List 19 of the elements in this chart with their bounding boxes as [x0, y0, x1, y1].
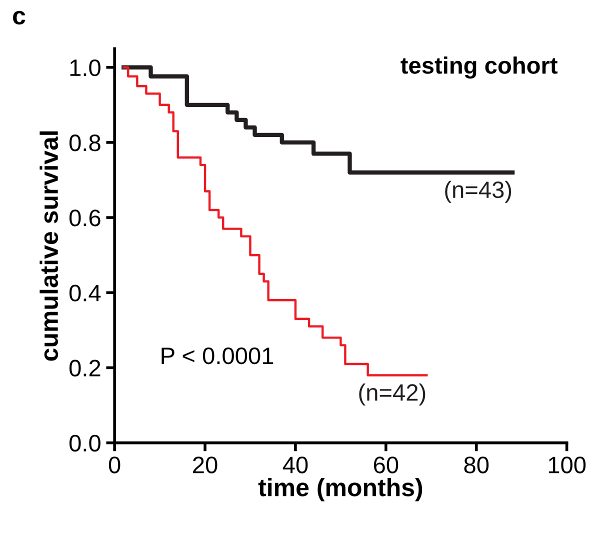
y-tick-label: 1.0 — [70, 59, 100, 76]
annotation: testing cohort — [400, 56, 558, 79]
x-tick-label: 100 — [548, 456, 586, 474]
x-axis-title: time (months) — [258, 478, 422, 502]
y-tick-label: 0.2 — [69, 360, 100, 376]
x-tick-label: 80 — [464, 456, 489, 474]
y-tick-label: 0.4 — [69, 284, 101, 302]
x-tick-label: 60 — [374, 456, 398, 474]
x-tick-label: 0 — [108, 456, 120, 474]
x-tick-label: 40 — [282, 456, 308, 474]
annotation: (n=42) — [359, 384, 426, 406]
annotation: P < 0.0001 — [162, 347, 274, 364]
chart-title: c — [13, 10, 26, 25]
y-tick-label: 0.6 — [69, 210, 100, 226]
y-tick-label: 0.0 — [69, 434, 100, 452]
y-axis-title: cumulative survival — [40, 131, 58, 361]
y-tick-label: 0.8 — [69, 134, 100, 152]
x-tick-label: 20 — [193, 456, 218, 474]
annotation: (n=43) — [445, 180, 512, 203]
